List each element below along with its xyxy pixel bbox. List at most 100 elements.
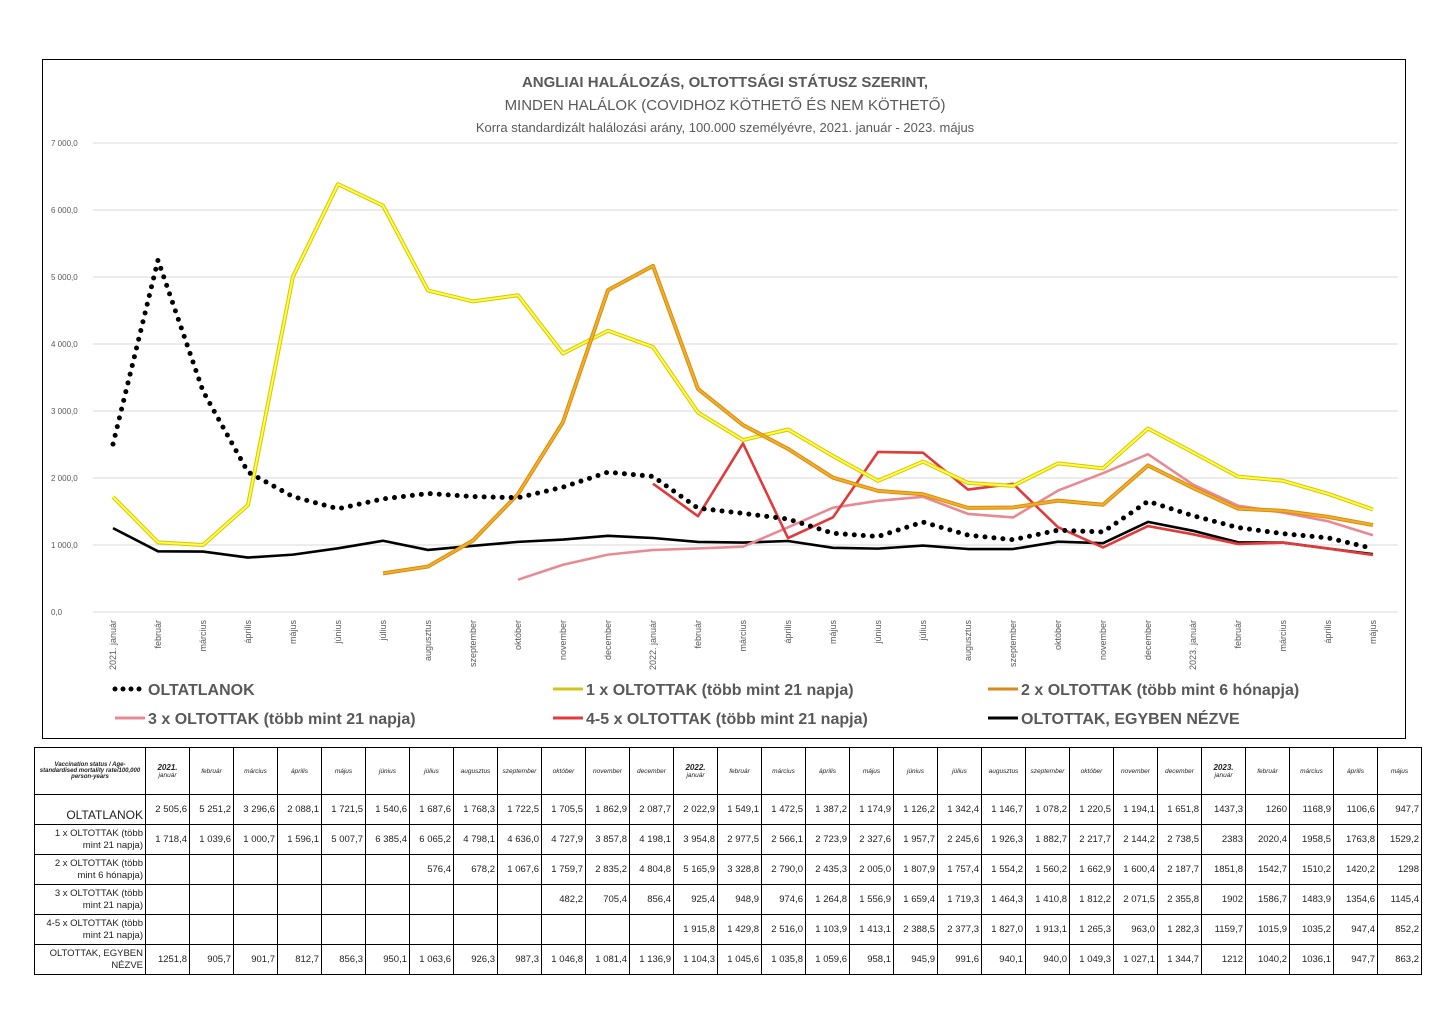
table-row: 2 x OLTOTTAK (több mint 6 hónapja) 576,4 6… [34, 854, 1422, 885]
table-column-header: február [717, 747, 762, 795]
table-cell: 812,7 [277, 944, 322, 975]
table-cell: 2 505,6 [145, 794, 190, 825]
x-tick-label: 2022. január [648, 620, 658, 670]
table-cell [365, 854, 410, 885]
row-label: OLTOTTAK, EGYBEN NÉZVE [34, 944, 146, 975]
table-cell: 1 104,3 [673, 944, 718, 975]
legend-label: 2 x OLTOTTAK (több mint 6 hónapja) [1021, 682, 1299, 699]
table-cell: 905,7 [189, 944, 234, 975]
row-label: OLTATLANOK [34, 794, 146, 825]
x-tick-label: február [693, 620, 703, 649]
series-line-1 [112, 183, 1374, 546]
table-row: 4-5 x OLTOTTAK (több mint 21 napja) 1 915… [34, 914, 1422, 945]
table-cell: 1 059,6 [805, 944, 850, 975]
table-cell [497, 914, 542, 945]
table-cell [629, 914, 674, 945]
table-cell: 1168,9 [1289, 794, 1334, 825]
table-cell [233, 914, 278, 945]
table-cell: 1 464,3 [981, 884, 1026, 915]
series-line-2 [382, 264, 1374, 575]
table-cell [321, 914, 366, 945]
header-year: 2021. [157, 763, 178, 772]
table-cell [277, 854, 322, 885]
x-tick-label: október [1053, 620, 1063, 650]
table-cell: 2 355,8 [1157, 884, 1202, 915]
legend-label: 4-5 x OLTOTTAK (több mint 21 napja) [586, 711, 868, 728]
table-cell: 945,9 [893, 944, 938, 975]
header-year: 2022. [685, 763, 706, 772]
table-column-header: március [761, 747, 806, 795]
table-cell: 947,4 [1333, 914, 1378, 945]
table-cell: 4 798,1 [453, 824, 498, 855]
x-tick-label: március [738, 620, 748, 652]
table-cell: 1510,2 [1289, 854, 1334, 885]
table-column-header: június [893, 747, 938, 795]
table-cell: 2 566,1 [761, 824, 806, 855]
table-cell: 2 738,5 [1157, 824, 1202, 855]
table-cell: 5 251,2 [189, 794, 234, 825]
table-cell: 2 377,3 [937, 914, 982, 945]
table-cell [189, 884, 234, 915]
x-tick-label: február [153, 620, 163, 649]
table-cell: 926,3 [453, 944, 498, 975]
table-cell: 2 087,7 [629, 794, 674, 825]
table-cell: 1260 [1245, 794, 1290, 825]
table-cell: 1437,3 [1201, 794, 1246, 825]
x-tick-label: április [1323, 620, 1333, 644]
table-cell: 1 926,3 [981, 824, 1026, 855]
table-cell: 1036,1 [1289, 944, 1334, 975]
table-cell: 1958,5 [1289, 824, 1334, 855]
table-cell: 1 651,8 [1157, 794, 1202, 825]
table-cell: 1 600,4 [1113, 854, 1158, 885]
table-cell: 1159,7 [1201, 914, 1246, 945]
y-tick-label: 4 000,0 [51, 340, 78, 349]
table-cell: 2 977,5 [717, 824, 762, 855]
table-cell: 1 045,6 [717, 944, 762, 975]
legend-label: 3 x OLTOTTAK (több mint 21 napja) [148, 711, 416, 728]
table-cell: 2 187,7 [1157, 854, 1202, 885]
table-cell: 1035,2 [1289, 914, 1334, 945]
series-line-3 [517, 452, 1374, 581]
table-cell: 1 027,1 [1113, 944, 1158, 975]
table-cell: 2 516,0 [761, 914, 806, 945]
table-column-header: április [277, 747, 322, 795]
table-cell: 1 146,7 [981, 794, 1026, 825]
table-cell: 2 790,0 [761, 854, 806, 885]
table-corner-header: Vaccination status / Age-standardised mo… [34, 747, 146, 795]
x-tick-label: november [558, 620, 568, 660]
x-tick-label: március [1278, 620, 1288, 652]
chart-subtitle: MINDEN HALÁLOK (COVIDHOZ KÖTHETŐ ÉS NEM … [505, 96, 946, 114]
y-tick-label: 1 000,0 [51, 541, 78, 550]
table-cell: 482,2 [541, 884, 586, 915]
x-tick-label: június [873, 620, 883, 645]
row-label: 1 x OLTOTTAK (több mint 21 napja) [34, 824, 146, 855]
table-cell: 1 063,6 [409, 944, 454, 975]
table-cell: 1 705,5 [541, 794, 586, 825]
y-tick-label: 5 000,0 [51, 273, 78, 282]
table-cell: 1 862,9 [585, 794, 630, 825]
table-cell: 863,2 [1377, 944, 1422, 975]
header-year: 2023. [1213, 763, 1234, 772]
table-cell: 1851,8 [1201, 854, 1246, 885]
table-cell: 1420,2 [1333, 854, 1378, 885]
table-cell: 1 596,1 [277, 824, 322, 855]
table-column-header: szeptember [497, 747, 542, 795]
x-tick-label: június [333, 620, 343, 645]
header-month: január [686, 772, 705, 779]
table-column-header: május [849, 747, 894, 795]
table-cell: 948,9 [717, 884, 762, 915]
legend-label: OLTOTTAK, EGYBEN NÉZVE [1021, 709, 1240, 728]
table-cell: 1 035,8 [761, 944, 806, 975]
table-cell: 1 718,4 [145, 824, 190, 855]
table-cell: 2 071,5 [1113, 884, 1158, 915]
x-tick-label: július [378, 620, 388, 642]
table-cell: 4 804,8 [629, 854, 674, 885]
table-cell: 1 103,9 [805, 914, 850, 945]
table-cell: 1 807,9 [893, 854, 938, 885]
table-cell: 3 328,8 [717, 854, 762, 885]
x-tick-label: május [288, 620, 298, 645]
header-month: január [158, 772, 177, 779]
table-cell: 940,1 [981, 944, 1026, 975]
row-label: 4-5 x OLTOTTAK (több mint 21 napja) [34, 914, 146, 945]
table-cell: 1 722,5 [497, 794, 542, 825]
